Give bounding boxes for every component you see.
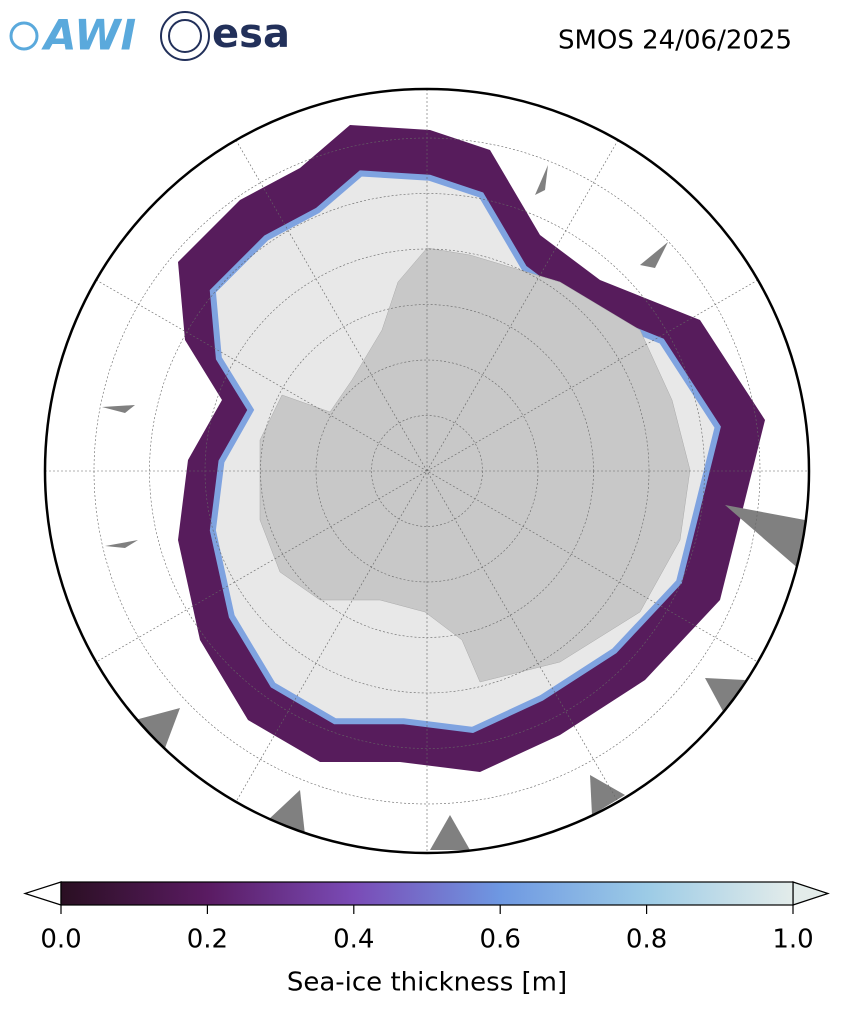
colorbar: 0.0 0.2 0.4 0.6 0.8 1.0: [23, 881, 830, 955]
latitude-circle: [149, 193, 705, 749]
map-title: SMOS 24/06/2025: [558, 26, 792, 56]
meridian: [96, 279, 758, 663]
map-frame: [43, 87, 811, 855]
map: [45, 89, 809, 853]
islands: [102, 165, 805, 850]
colorbar-tick-label: 0.4: [333, 925, 374, 955]
colorbar-tick-label: 0.8: [626, 925, 667, 955]
awi-logo: AWI: [9, 11, 136, 60]
colorbar-scale: [60, 881, 794, 906]
esa-logo-text: esa: [212, 11, 290, 57]
colorbar-extend-high: [792, 881, 830, 906]
awi-logo-text: AWI: [41, 11, 136, 60]
colorbar-tick-label: 0.0: [40, 925, 81, 955]
esa-logo: esa: [160, 11, 290, 61]
colorbar-tick-label: 1.0: [772, 925, 813, 955]
colorbar-label: Sea-ice thickness [m]: [287, 968, 567, 998]
colorbar-tick-label: 0.2: [187, 925, 228, 955]
colorbar-tick-label: 0.6: [480, 925, 521, 955]
graticule: [45, 89, 809, 853]
colorbar-extend-low: [23, 881, 62, 906]
